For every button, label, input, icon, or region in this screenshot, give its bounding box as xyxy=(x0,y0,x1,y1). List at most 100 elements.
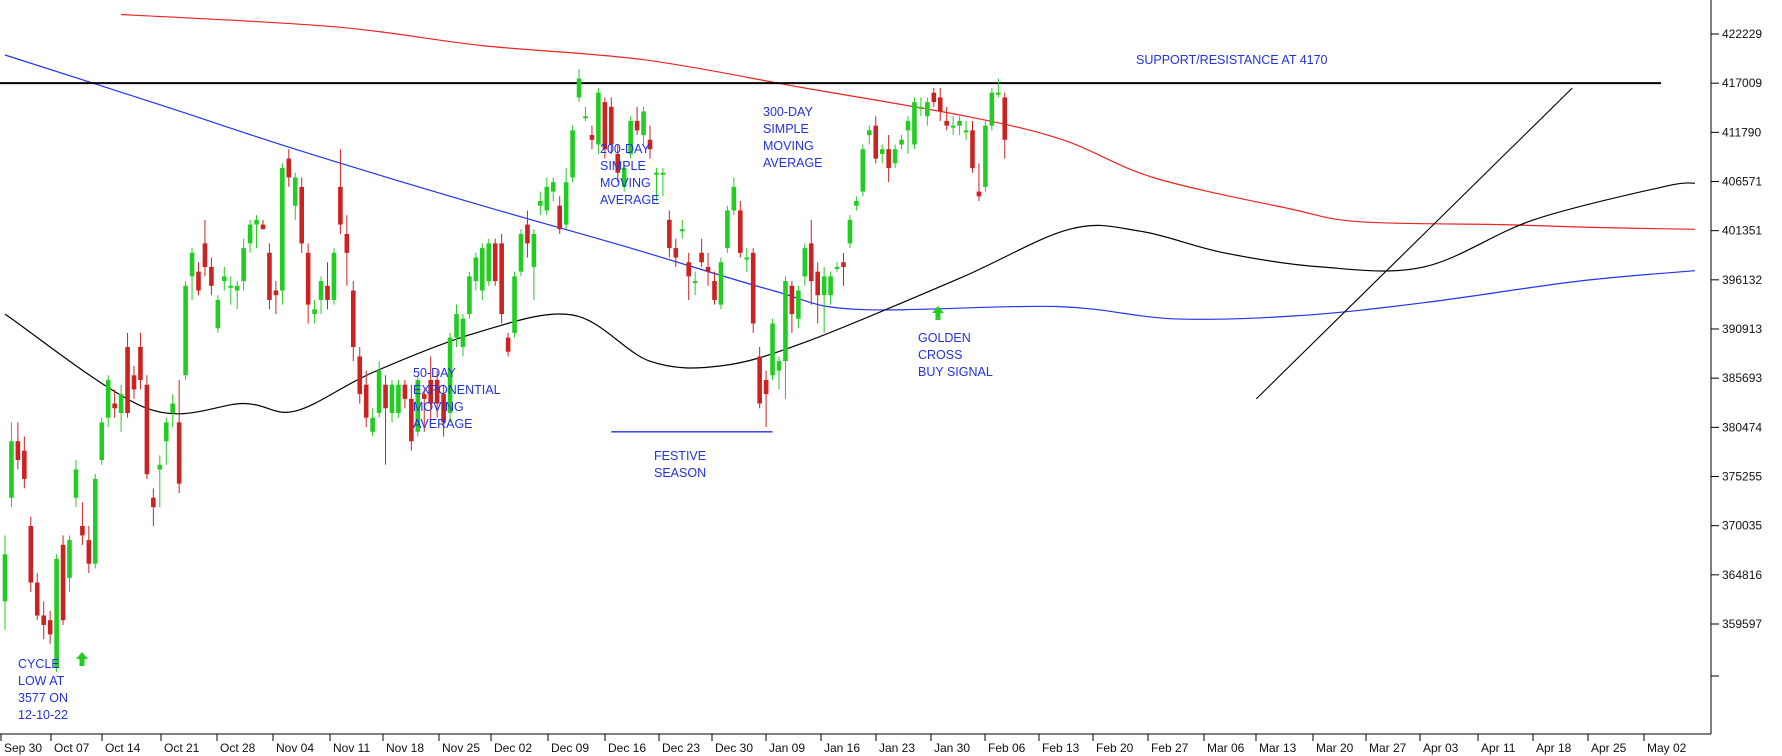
candle xyxy=(518,229,524,277)
annotation-line: 3577 ON xyxy=(18,691,68,705)
candle xyxy=(2,535,8,630)
x-tick-label: Jan 30 xyxy=(934,741,970,755)
candle-body xyxy=(731,186,737,211)
candle xyxy=(544,177,550,216)
candle-body xyxy=(847,219,853,244)
x-tick-label: May 02 xyxy=(1647,741,1687,755)
candle-body xyxy=(867,130,872,136)
candle xyxy=(163,417,169,465)
annotation-line: 12-10-22 xyxy=(18,708,68,722)
candle-body xyxy=(254,219,259,225)
ma200-line xyxy=(4,54,1695,320)
annotation-line: CYCLE xyxy=(18,657,60,671)
candle-body xyxy=(750,252,756,324)
candle xyxy=(357,347,363,404)
candle-body xyxy=(841,262,846,267)
candle xyxy=(821,266,827,333)
candle xyxy=(305,243,311,324)
annotation-line: AVERAGE xyxy=(600,193,660,207)
candle-body xyxy=(447,337,453,413)
candle xyxy=(718,257,724,310)
x-tick-label: Mar 13 xyxy=(1259,741,1297,755)
candle xyxy=(621,163,627,192)
candle xyxy=(563,168,569,230)
candle-body xyxy=(589,135,595,140)
candle xyxy=(867,125,872,145)
candle-body xyxy=(686,262,691,277)
candle xyxy=(983,120,988,192)
candle-body xyxy=(344,233,350,253)
candle-body xyxy=(93,478,98,564)
candle-body xyxy=(260,224,266,230)
candle xyxy=(950,116,956,136)
candle xyxy=(531,229,537,300)
candle-body xyxy=(280,168,285,291)
x-tick-label: Sep 30 xyxy=(4,741,42,755)
candle-body xyxy=(525,224,530,244)
candle xyxy=(292,172,298,220)
candle-body xyxy=(112,403,117,409)
candle xyxy=(796,285,801,329)
reference-lines xyxy=(0,82,1661,433)
candle xyxy=(176,379,182,494)
x-tick-label: Nov 18 xyxy=(386,741,424,755)
candle-body xyxy=(757,356,762,404)
moving-average-lines xyxy=(4,13,1695,415)
candle-body xyxy=(9,441,14,498)
candle xyxy=(705,252,711,286)
candle-body xyxy=(22,450,27,479)
candle xyxy=(925,97,930,126)
candle-body xyxy=(937,97,943,112)
candle-body xyxy=(176,422,182,484)
candle-body xyxy=(776,361,782,371)
y-tick-label: 406571 xyxy=(1722,175,1762,189)
candle xyxy=(402,379,408,409)
y-tick-label: 375255 xyxy=(1722,470,1762,484)
candle-body xyxy=(34,582,40,616)
candle-body xyxy=(705,266,711,272)
candle xyxy=(47,610,53,644)
candle-body xyxy=(454,314,459,338)
support-resistance-label: SUPPORT/RESISTANCE AT 4170 xyxy=(1136,53,1328,67)
candle-body xyxy=(583,116,588,119)
candle-body xyxy=(99,422,105,461)
candle xyxy=(699,238,704,267)
annotation-line: MOVING xyxy=(600,176,651,190)
candle-body xyxy=(73,469,79,498)
candle xyxy=(912,97,917,150)
candle-body xyxy=(105,379,111,418)
candle-body xyxy=(292,177,298,206)
candle-body xyxy=(957,120,962,126)
annotations: SUPPORT/RESISTANCE AT 4170 CYCLE LOW AT 35… xyxy=(18,53,1328,722)
candle xyxy=(770,318,775,380)
candle-body xyxy=(163,422,169,442)
candle xyxy=(325,262,330,310)
x-tick-label: Apr 11 xyxy=(1481,741,1516,755)
candle-body xyxy=(538,201,543,206)
candle-body xyxy=(970,130,975,169)
candle-body xyxy=(712,281,717,300)
annotation-line: CROSS xyxy=(918,348,962,362)
x-tick-label: Dec 23 xyxy=(662,741,700,755)
candle xyxy=(383,375,388,465)
candle xyxy=(654,168,659,202)
candle xyxy=(396,379,401,418)
candle xyxy=(725,205,730,253)
candle-body xyxy=(286,158,292,178)
candle xyxy=(228,276,234,305)
candle-body xyxy=(28,526,34,583)
y-tick-label: 417009 xyxy=(1722,76,1762,90)
x-tick-label: Feb 06 xyxy=(988,741,1026,755)
x-tick-label: Mar 27 xyxy=(1369,741,1407,755)
candle xyxy=(441,384,446,437)
candle xyxy=(183,281,188,380)
candle xyxy=(286,149,292,187)
x-tick-label: Jan 16 xyxy=(824,741,860,755)
x-tick-label: Feb 13 xyxy=(1042,741,1080,755)
candle xyxy=(473,252,479,291)
annotation-line: GOLDEN xyxy=(918,331,971,345)
candle-body xyxy=(389,384,395,413)
candle xyxy=(299,177,304,253)
candle-body xyxy=(402,384,408,399)
